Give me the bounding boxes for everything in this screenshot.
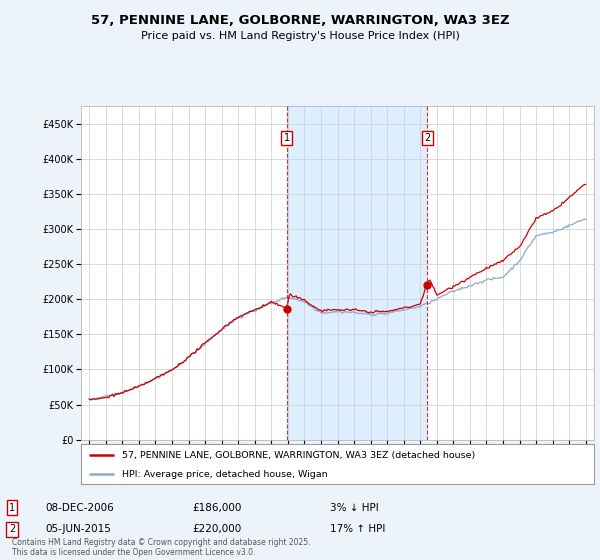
Text: £220,000: £220,000 bbox=[192, 524, 241, 534]
Text: HPI: Average price, detached house, Wigan: HPI: Average price, detached house, Wiga… bbox=[122, 470, 328, 479]
Text: 1: 1 bbox=[9, 503, 15, 513]
Bar bbox=[287, 106, 427, 440]
Text: 17% ↑ HPI: 17% ↑ HPI bbox=[330, 524, 385, 534]
Text: Contains HM Land Registry data © Crown copyright and database right 2025.
This d: Contains HM Land Registry data © Crown c… bbox=[12, 538, 311, 557]
Text: Price paid vs. HM Land Registry's House Price Index (HPI): Price paid vs. HM Land Registry's House … bbox=[140, 31, 460, 41]
Text: 08-DEC-2006: 08-DEC-2006 bbox=[45, 503, 114, 513]
Text: 2: 2 bbox=[9, 524, 15, 534]
Text: 3% ↓ HPI: 3% ↓ HPI bbox=[330, 503, 379, 513]
Text: 05-JUN-2015: 05-JUN-2015 bbox=[45, 524, 111, 534]
Text: £186,000: £186,000 bbox=[192, 503, 241, 513]
Text: 2: 2 bbox=[424, 133, 430, 143]
Text: 57, PENNINE LANE, GOLBORNE, WARRINGTON, WA3 3EZ: 57, PENNINE LANE, GOLBORNE, WARRINGTON, … bbox=[91, 14, 509, 27]
Text: 1: 1 bbox=[283, 133, 290, 143]
Text: 57, PENNINE LANE, GOLBORNE, WARRINGTON, WA3 3EZ (detached house): 57, PENNINE LANE, GOLBORNE, WARRINGTON, … bbox=[122, 451, 475, 460]
